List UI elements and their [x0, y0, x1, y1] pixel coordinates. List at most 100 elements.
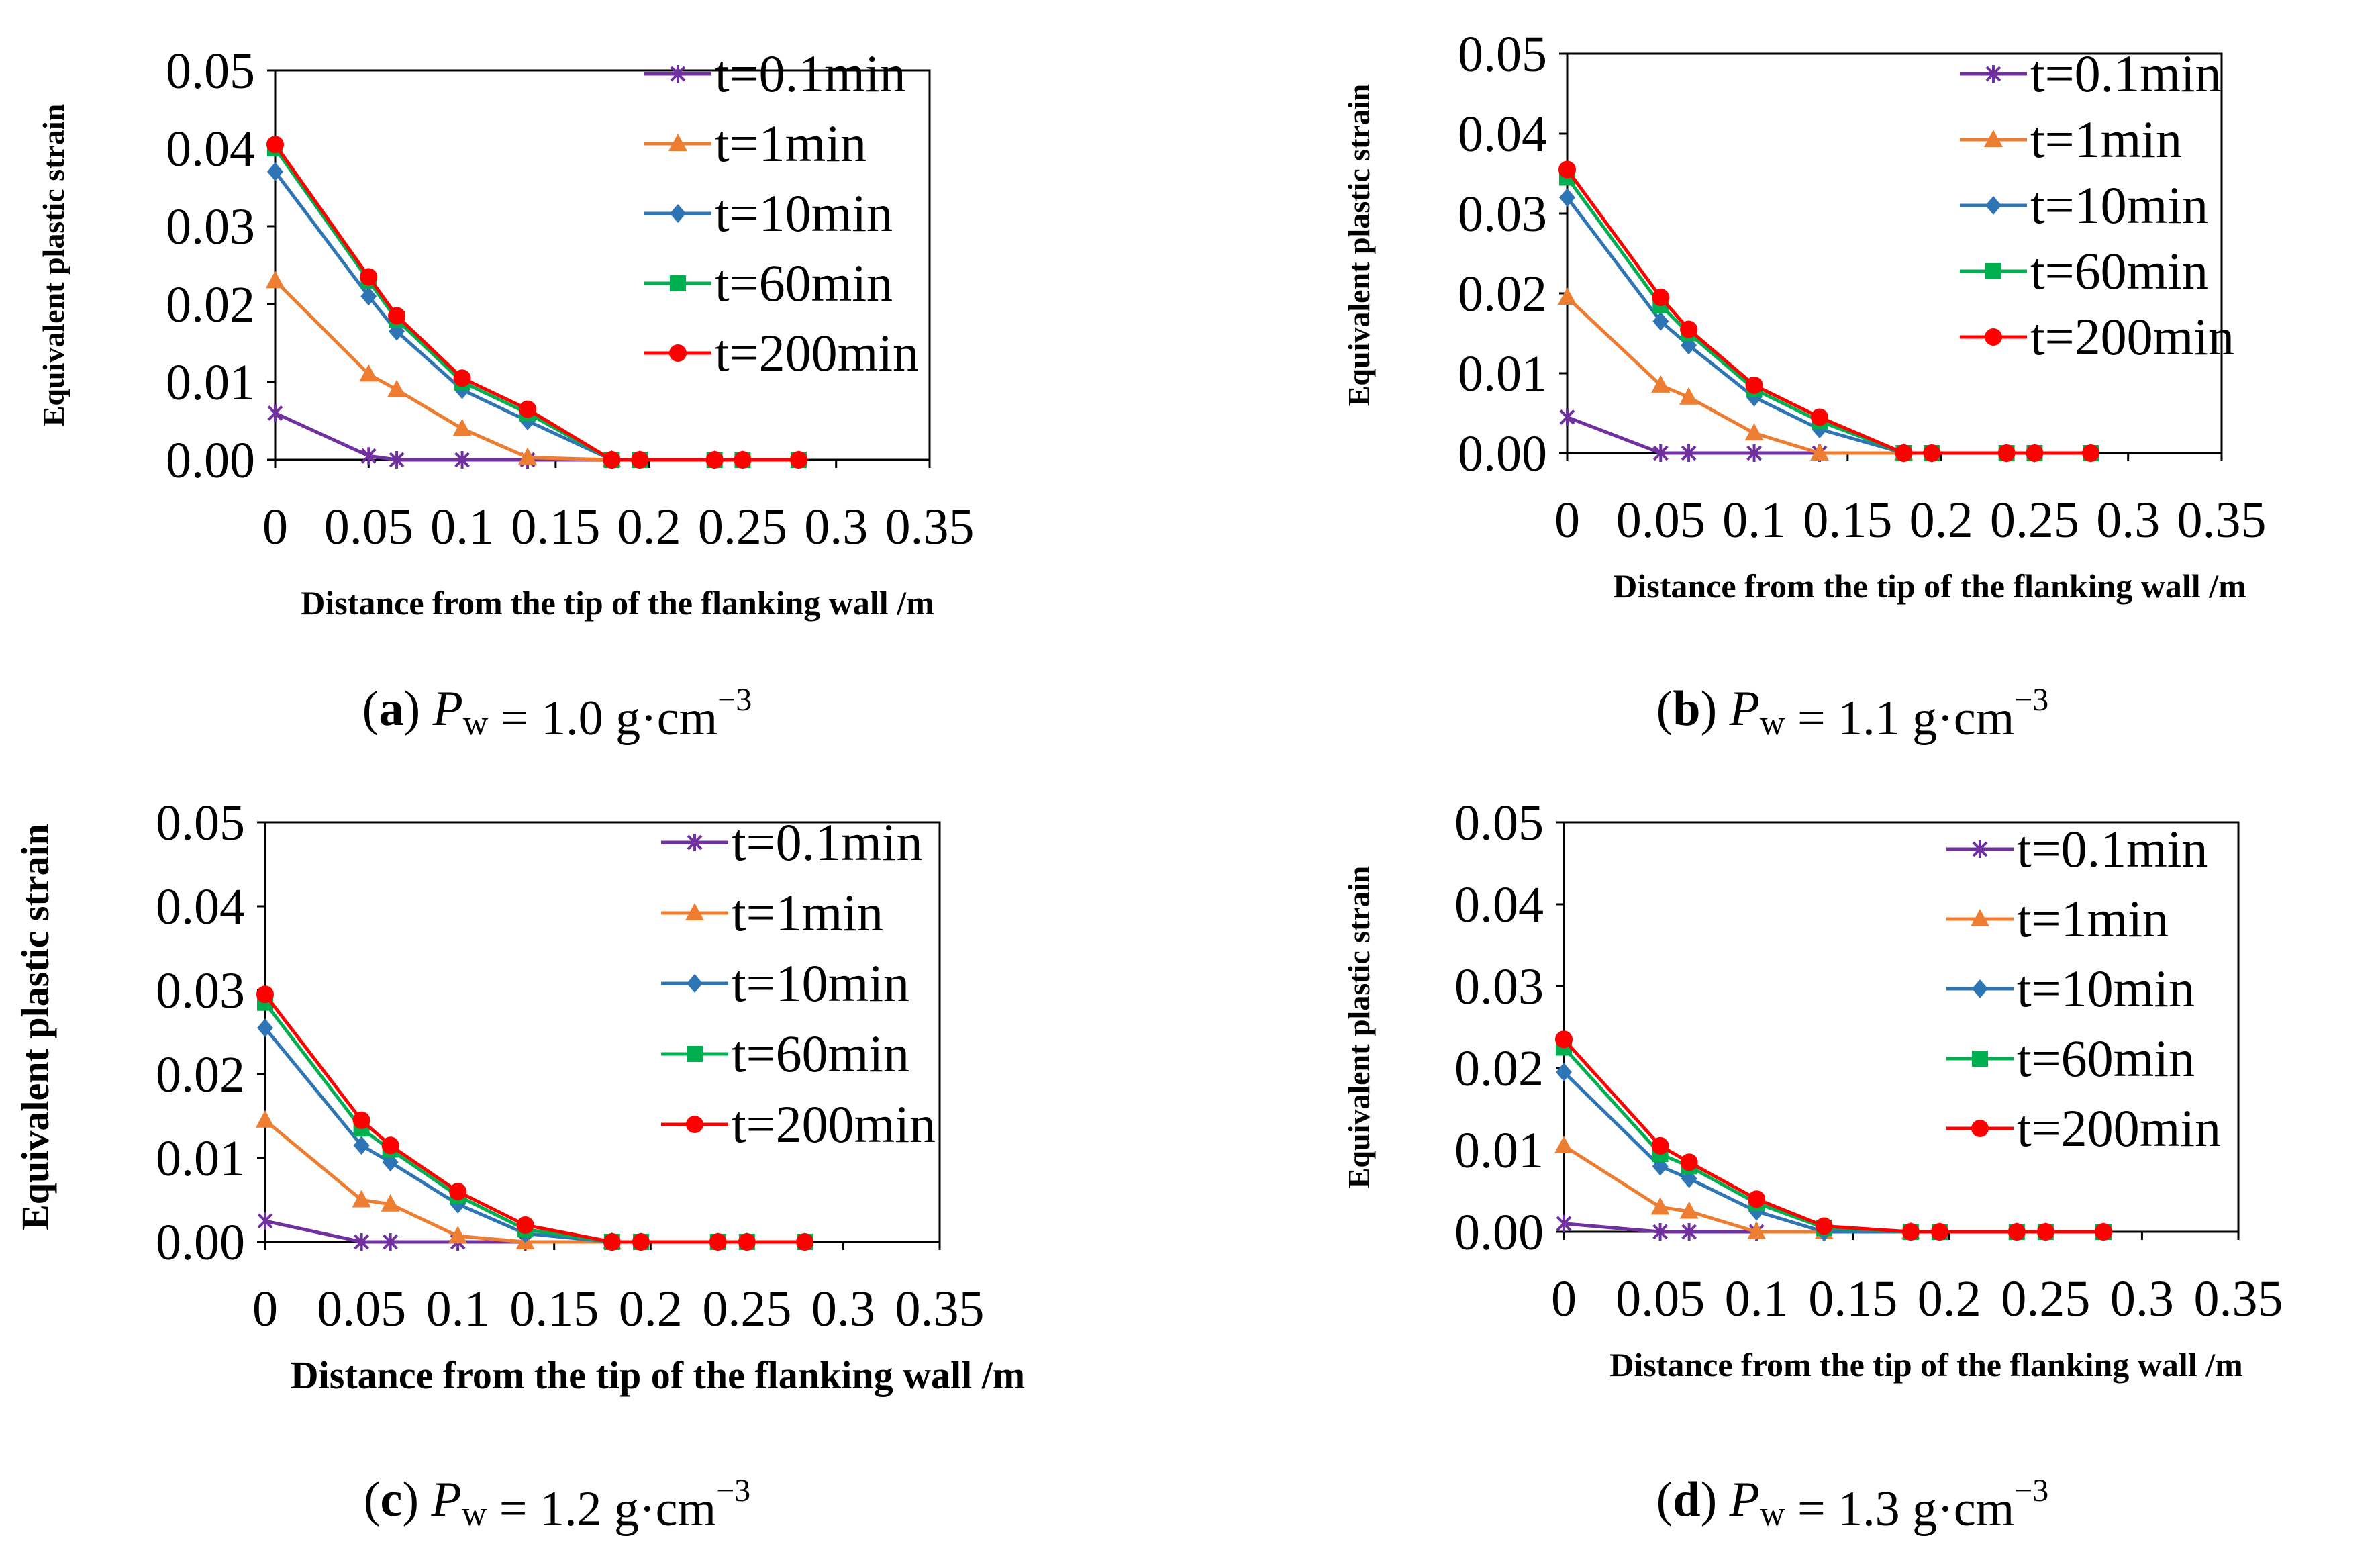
y-tick-label: 0.04 [166, 121, 255, 177]
x-tick-label: 0.15 [1803, 492, 1892, 548]
data-point [448, 1226, 468, 1244]
y-tick-label: 0.05 [1454, 795, 1544, 851]
x-tick-label: 0.35 [895, 1281, 985, 1337]
data-point [1558, 160, 1576, 179]
x-axis-label: Distance from the tip of the flanking wa… [1613, 567, 2246, 605]
panel-caption: (d) Pw = 1.3 g·cm−3 [1656, 1472, 2049, 1537]
y-axis-label: Equivalent plastic strain [13, 824, 57, 1230]
legend-marker [687, 974, 703, 993]
legend-marker [668, 134, 687, 151]
legend-label: t=1min [2017, 889, 2169, 948]
panel-caption: (a) Pw = 1.0 g·cm−3 [362, 681, 752, 746]
data-point [1652, 444, 1669, 462]
data-point [1930, 1223, 1948, 1241]
data-point [705, 451, 724, 469]
data-point [1744, 423, 1764, 441]
data-point [360, 268, 378, 286]
x-tick-label: 0 [1551, 1271, 1577, 1327]
series-line-t=1min [264, 1118, 612, 1244]
data-point [1651, 1136, 1669, 1155]
data-point [632, 1233, 650, 1251]
data-point [257, 1018, 273, 1038]
y-tick-label: 0.04 [156, 879, 245, 935]
x-tick-label: 0.25 [2001, 1271, 2090, 1327]
data-point [256, 985, 274, 1004]
data-point [267, 162, 283, 181]
legend-marker [669, 344, 687, 362]
series-line-t=1min [1566, 296, 1904, 455]
y-tick-label: 0.02 [1454, 1041, 1544, 1097]
data-point [1681, 1223, 1697, 1241]
x-tick-label: 0.3 [804, 499, 868, 555]
data-point [352, 1111, 370, 1129]
legend-label: t=0.1min [732, 813, 923, 871]
data-point [1651, 375, 1671, 393]
x-tick-label: 0.2 [619, 1281, 683, 1337]
x-tick-label: 0.2 [617, 499, 681, 555]
data-point [389, 451, 405, 469]
data-point [1652, 288, 1670, 306]
data-point [1747, 1222, 1767, 1239]
data-point [1652, 311, 1669, 331]
y-axis-label: Equivalent plastic strain [1342, 866, 1376, 1189]
y-tick-label: 0.05 [166, 43, 255, 99]
x-tick-label: 0.05 [1616, 1271, 1705, 1327]
y-tick-label: 0.01 [166, 354, 255, 411]
data-point [516, 1216, 534, 1234]
data-point [1679, 1201, 1699, 1219]
data-point [1745, 376, 1763, 394]
legend-label: t=1min [2030, 110, 2182, 168]
data-point [383, 1233, 399, 1251]
x-tick-label: 0.3 [2096, 492, 2160, 548]
legend-marker [670, 204, 686, 223]
data-point [387, 379, 407, 397]
series-line-t=200min [264, 993, 805, 1244]
x-tick-label: 0 [262, 499, 288, 555]
legend-marker [1985, 65, 2001, 83]
data-point [1554, 1135, 1573, 1153]
legend-label: t=200min [732, 1095, 936, 1153]
legend-label: t=0.1min [715, 44, 906, 103]
legend-label: t=60min [2030, 242, 2208, 300]
panel-caption: (b) Pw = 1.1 g·cm−3 [1656, 681, 2049, 746]
y-tick-label: 0.00 [1454, 1204, 1544, 1261]
data-point [738, 1233, 756, 1251]
data-point [1748, 1190, 1766, 1208]
y-tick-label: 0.02 [156, 1047, 245, 1103]
data-point [381, 1136, 399, 1155]
legend-label: t=200min [715, 324, 919, 382]
data-point [1901, 1223, 1920, 1241]
data-point [790, 451, 807, 469]
y-tick-label: 0.00 [1458, 426, 1547, 482]
y-tick-label: 0.01 [1454, 1122, 1544, 1179]
data-point [454, 451, 470, 469]
y-tick-label: 0.05 [156, 795, 245, 851]
y-tick-label: 0.00 [156, 1214, 245, 1271]
data-point [1680, 1153, 1698, 1171]
series-line-t=1min [274, 279, 612, 462]
data-point [1746, 444, 1762, 462]
y-axis-label: Equivalent plastic strain [36, 104, 70, 427]
legend-marker [1972, 1051, 1988, 1067]
data-point [2007, 1223, 2026, 1241]
data-point [1559, 408, 1575, 426]
data-point [1895, 444, 1913, 462]
legend-marker [687, 834, 703, 851]
x-axis-label: Distance from the tip of the flanking wa… [291, 1353, 1025, 1397]
x-tick-label: 0.1 [1725, 1271, 1789, 1327]
panel-caption: (c) Pw = 1.2 g·cm−3 [364, 1472, 750, 1537]
x-tick-label: 0.35 [885, 499, 975, 555]
x-tick-label: 0.1 [430, 499, 494, 555]
legend-label: t=200min [2030, 307, 2234, 366]
x-tick-label: 0.05 [317, 1281, 406, 1337]
legend-label: t=1min [732, 883, 883, 942]
data-point [360, 287, 377, 306]
legend-label: t=1min [715, 114, 866, 173]
data-point [1652, 1223, 1668, 1241]
y-tick-label: 0.04 [1458, 106, 1547, 162]
x-tick-label: 0.2 [1918, 1271, 1981, 1327]
legend-label: t=10min [2030, 176, 2208, 234]
chart-panel-a: 0.00 0.01 0.02 0.03 0.04 0.05 0 0.05 0.1 0.15 0.2 0… [36, 43, 975, 746]
x-tick-label: 0.3 [2110, 1271, 2174, 1327]
